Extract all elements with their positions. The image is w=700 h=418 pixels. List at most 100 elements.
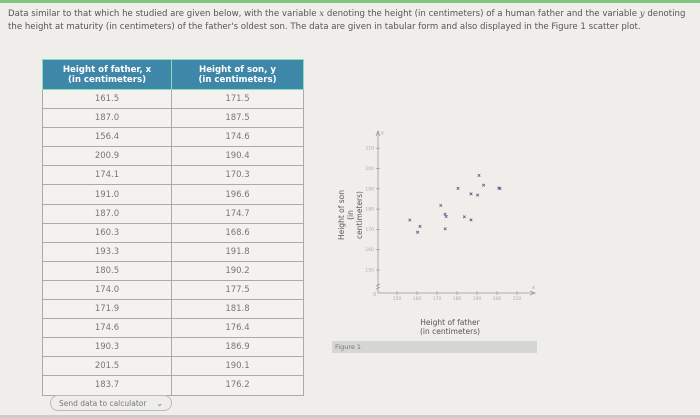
son-height-cell: 174.7 <box>171 203 304 224</box>
header-son-line1: Height of son, y <box>199 64 276 75</box>
y-tick-label: 150 <box>365 268 374 274</box>
table-row: 183.7 176.2 <box>42 375 304 396</box>
father-height-cell: 200.9 <box>42 146 172 167</box>
var-y: y <box>639 9 645 19</box>
intro-text-1: Data similar to that which he studied ar… <box>8 9 320 19</box>
data-point <box>469 218 473 222</box>
table-row: 200.9 190.4 <box>42 146 304 167</box>
data-point <box>482 183 486 187</box>
table-row: 187.0 187.5 <box>42 108 304 129</box>
father-height-cell: 174.1 <box>42 165 172 186</box>
data-point <box>469 192 473 196</box>
table-row: 191.0 196.6 <box>42 184 304 205</box>
x-tick-label: 150 <box>393 296 402 302</box>
origin-label: 0 <box>373 292 376 298</box>
data-point <box>443 212 447 216</box>
x-tick-label: 210 <box>513 296 522 302</box>
table-row: 174.6 176.4 <box>42 318 304 339</box>
data-point <box>408 218 412 222</box>
x-tick-label: 190 <box>473 296 482 302</box>
table-row: 174.0 177.5 <box>42 279 304 301</box>
send-to-calculator-button[interactable]: Send data to calculator ⌄ <box>50 395 172 411</box>
var-x: x <box>319 9 325 19</box>
x-arrow-icon <box>529 290 537 296</box>
x-tick-label: 200 <box>493 296 502 302</box>
father-height-cell: 161.5 <box>42 88 172 110</box>
data-point <box>477 173 481 177</box>
son-height-cell: 170.3 <box>171 165 304 186</box>
x-label-line1: Height of father <box>420 318 480 327</box>
header-father-line1: Height of father, x <box>62 64 152 75</box>
axis-break-icon <box>375 283 381 290</box>
son-height-cell: 190.4 <box>171 146 304 167</box>
data-point <box>456 186 460 190</box>
x-tick-label: 170 <box>433 296 442 302</box>
intro-text-3: denoting the height at maturity (in cent… <box>8 9 686 32</box>
y-arrow-icon <box>375 129 381 137</box>
father-height-cell: 193.3 <box>42 241 172 262</box>
son-height-cell: 171.5 <box>171 88 304 110</box>
father-height-cell: 201.5 <box>42 356 172 377</box>
father-height-cell: 183.7 <box>42 375 172 396</box>
table-row: 190.3 186.9 <box>42 337 304 358</box>
data-point <box>418 224 422 228</box>
data-point <box>444 214 448 218</box>
y-tick-label: 160 <box>365 247 374 253</box>
table-row: 180.5 190.2 <box>42 260 304 281</box>
y-tick-label: 170 <box>365 227 374 233</box>
table-row: 161.5 171.5 <box>42 88 304 110</box>
x-tick-label: 180 <box>453 296 462 302</box>
x-label-line2: (in centimeters) <box>419 327 481 336</box>
problem-intro: Data similar to that which he studied ar… <box>8 8 698 34</box>
father-height-cell: 160.3 <box>42 222 172 243</box>
son-height-cell: 176.2 <box>171 375 304 396</box>
bottom-divider <box>0 415 700 418</box>
table-row: 156.4 174.6 <box>42 127 304 148</box>
table-body: 161.5 171.5 187.0 187.5 156.4 174.6 200.9 190.4… <box>42 88 304 396</box>
header-father-line2: (in centimeters) <box>67 74 147 85</box>
father-height-cell: 190.3 <box>42 337 172 358</box>
figure-caption: Figure 1 <box>335 343 362 351</box>
father-height-cell: 174.6 <box>42 318 172 339</box>
x-axis-var: x <box>532 285 535 291</box>
son-height-cell: 196.6 <box>171 184 304 205</box>
header-father: Height of father, x (in centimeters) <box>42 59 172 90</box>
data-point <box>439 203 443 208</box>
father-height-cell: 191.0 <box>42 184 172 205</box>
father-height-cell: 156.4 <box>42 127 172 148</box>
table-row: 193.3 191.8 <box>42 241 304 262</box>
son-height-cell: 174.6 <box>171 127 304 148</box>
son-height-cell: 176.4 <box>171 318 304 339</box>
table-row: 174.1 170.3 <box>42 165 304 186</box>
header-son: Height of son, y (in centimeters) <box>171 59 304 90</box>
table-row: 171.9 181.8 <box>42 299 304 320</box>
data-point <box>416 230 420 234</box>
son-height-cell: 186.9 <box>171 337 304 358</box>
send-to-calculator-label: Send data to calculator <box>59 398 147 408</box>
son-height-cell: 181.8 <box>171 299 304 320</box>
table-row: 187.0 174.7 <box>42 203 304 224</box>
father-height-cell: 174.0 <box>42 279 172 301</box>
x-axis-label: Height of father (in centimeters) <box>395 318 505 336</box>
father-height-cell: 187.0 <box>42 203 172 224</box>
father-height-cell: 187.0 <box>42 108 172 129</box>
son-height-cell: 187.5 <box>171 108 304 129</box>
y-axis-var: y <box>381 130 384 136</box>
table-row: 160.3 168.6 <box>42 222 304 243</box>
chevron-down-icon: ⌄ <box>156 398 163 408</box>
son-height-cell: 190.2 <box>171 260 304 281</box>
intro-text-2: denoting the height (in centimeters) of … <box>324 9 640 19</box>
data-point <box>462 215 466 219</box>
y-tick-label: 180 <box>365 207 374 213</box>
table-row: 201.5 190.1 <box>42 356 304 377</box>
son-height-cell: 177.5 <box>171 279 304 301</box>
data-table: Height of father, x (in centimeters) Heig… <box>42 59 304 396</box>
son-height-cell: 168.6 <box>171 222 304 243</box>
x-tick-label: 160 <box>413 296 422 302</box>
figure-caption-bar: Figure 1 <box>332 341 537 353</box>
y-tick-label: 200 <box>365 166 374 172</box>
data-point <box>443 227 447 231</box>
son-height-cell: 190.1 <box>171 356 304 377</box>
y-tick-label: 210 <box>365 146 374 152</box>
son-height-cell: 191.8 <box>171 241 304 262</box>
